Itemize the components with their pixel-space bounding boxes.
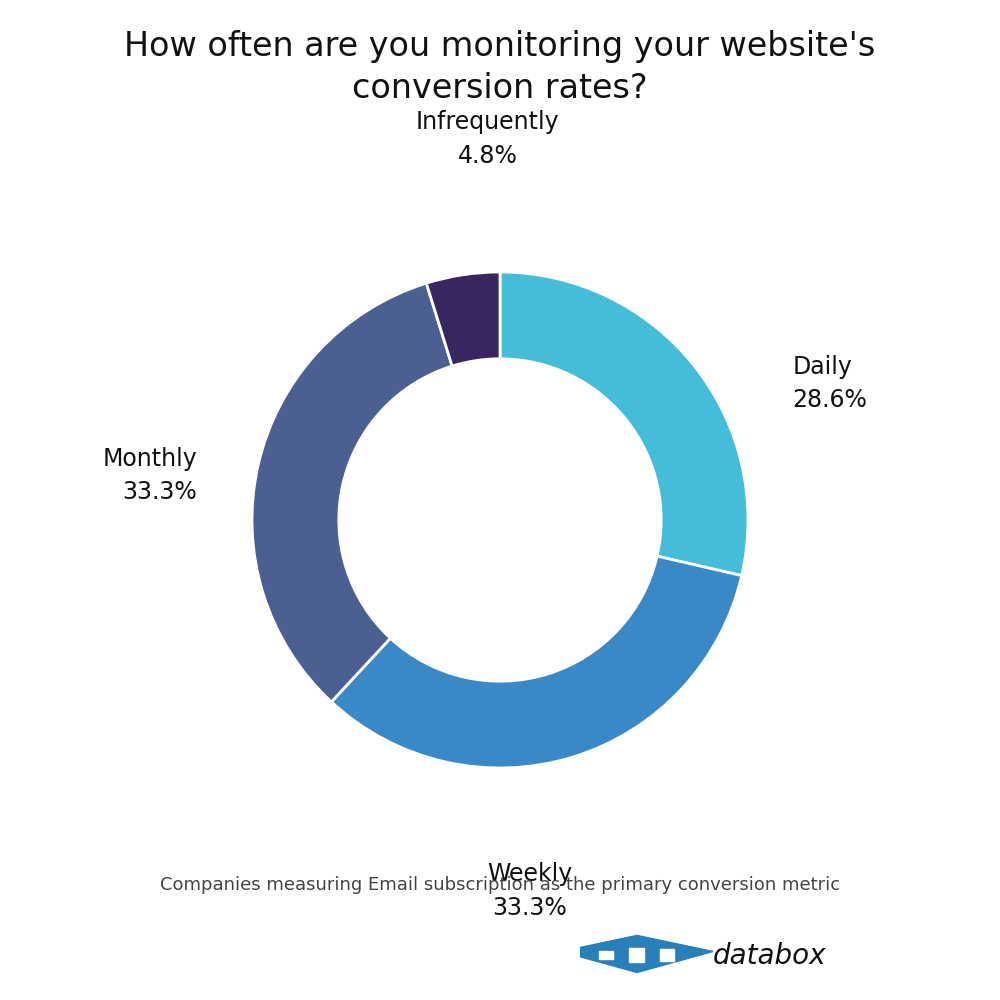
Bar [599,951,613,959]
Text: Weekly
33.3%: Weekly 33.3% [487,862,572,920]
Text: Infrequently
4.8%: Infrequently 4.8% [416,110,559,168]
Wedge shape [426,272,500,366]
Text: How often are you monitoring your website's
conversion rates?: How often are you monitoring your websit… [124,30,876,105]
Text: Monthly
33.3%: Monthly 33.3% [103,447,197,504]
Wedge shape [331,556,742,768]
Text: Daily
28.6%: Daily 28.6% [793,355,868,412]
Wedge shape [500,272,748,576]
Text: Companies measuring Email subscription as the primary conversion metric: Companies measuring Email subscription a… [160,876,840,894]
Bar [629,948,644,962]
Wedge shape [252,283,452,702]
Text: databox: databox [713,942,826,970]
Polygon shape [561,935,713,972]
Bar [660,949,674,961]
